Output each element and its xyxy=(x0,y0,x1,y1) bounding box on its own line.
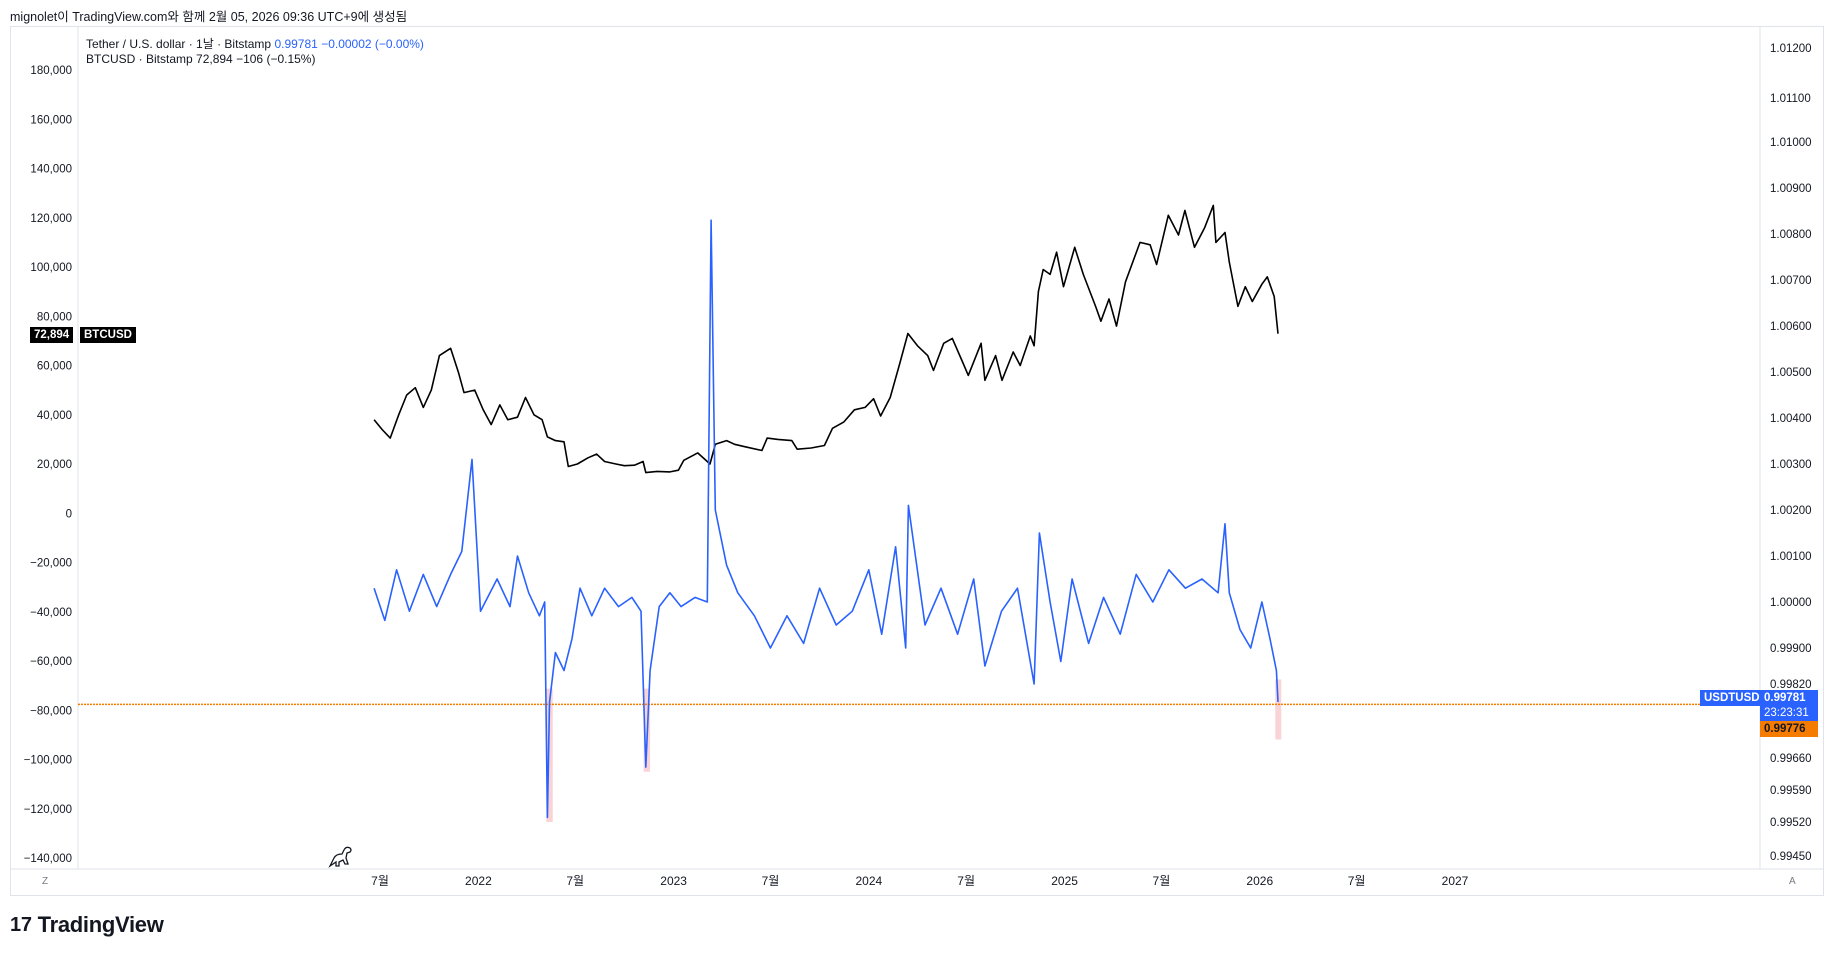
legend-btc[interactable]: BTCUSD · Bitstamp 72,894 −106 (−0.15%) xyxy=(86,52,315,66)
left-tick-label: 80,000 xyxy=(37,311,72,323)
left-tick-label: −20,000 xyxy=(30,558,72,570)
left-tick-label: 140,000 xyxy=(30,164,72,176)
left-tick-label: 180,000 xyxy=(30,65,72,77)
tradingview-logo-icon: 17 xyxy=(10,913,32,936)
left-tick-label: −120,000 xyxy=(24,804,72,816)
series-line-btcusd xyxy=(373,204,1279,474)
x-tick-label: 2024 xyxy=(855,874,882,888)
legend-usdt[interactable]: Tether / U.S. dollar · 1날 · Bitstamp 0.9… xyxy=(86,35,424,52)
auto-scale-a-button[interactable]: A xyxy=(1789,876,1796,887)
left-tick-label: 160,000 xyxy=(30,114,72,126)
time-axis: 7월 2022 7월 2023 7월 2024 7월 2025 7월 2026 7월 2027 xyxy=(371,874,1469,888)
x-tick-label: 7월 xyxy=(957,874,975,888)
x-tick-label: 2027 xyxy=(1442,874,1469,888)
x-tick-label: 7월 xyxy=(1348,874,1366,888)
left-tick-label: 40,000 xyxy=(37,410,72,422)
left-tick-label: 0 xyxy=(66,508,72,520)
x-tick-label: 7월 xyxy=(762,874,780,888)
right-tick-label: 1.01100 xyxy=(1770,93,1811,105)
series-lines xyxy=(373,204,1279,819)
left-tick-label: −140,000 xyxy=(24,853,72,865)
right-tick-label: 0.99590 xyxy=(1770,785,1812,797)
right-tick-label: 0.99520 xyxy=(1770,817,1812,829)
x-tick-label: 2022 xyxy=(465,874,492,888)
x-tick-label: 7월 xyxy=(371,874,389,888)
right-tick-label: 0.99660 xyxy=(1770,753,1812,765)
legend-usdt-name: Tether / U.S. dollar · 1날 · Bitstamp xyxy=(86,37,272,51)
right-tick-label: 1.00700 xyxy=(1770,275,1812,287)
legend-usdt-value: 0.99781 xyxy=(274,37,318,51)
left-tick-label: 100,000 xyxy=(30,262,72,274)
legend-btc-name: BTCUSD · Bitstamp xyxy=(86,52,193,66)
right-tick-label: 1.00000 xyxy=(1770,597,1812,609)
left-tick-label: −100,000 xyxy=(24,755,72,767)
legend-btc-change: −106 (−0.15%) xyxy=(236,52,316,66)
x-tick-label: 2026 xyxy=(1246,874,1273,888)
left-tick-label: 60,000 xyxy=(37,361,72,373)
btc-symbol-badge: BTCUSD xyxy=(80,327,136,343)
usdt-price-badge: 0.99781 xyxy=(1760,690,1818,706)
legend-btc-value: 72,894 xyxy=(196,52,233,66)
right-tick-label: 0.99900 xyxy=(1770,643,1812,655)
x-tick-label: 7월 xyxy=(1153,874,1171,888)
right-tick-label: 1.00400 xyxy=(1770,413,1812,425)
right-tick-label: 1.01000 xyxy=(1770,137,1812,149)
right-tick-label: 1.00800 xyxy=(1770,229,1812,241)
x-tick-label: 7월 xyxy=(566,874,584,888)
btc-price-badge: 72,894 xyxy=(30,327,74,343)
highlight-box xyxy=(1275,679,1282,740)
legend-usdt-change: −0.00002 (−0.00%) xyxy=(321,37,424,51)
usdt-symbol-badge: USDTUSD xyxy=(1700,690,1764,706)
left-tick-label: 20,000 xyxy=(37,459,72,471)
right-tick-label: 1.00100 xyxy=(1770,551,1812,563)
usdt-countdown-badge: 23:23:31 xyxy=(1760,705,1818,721)
left-tick-label: −40,000 xyxy=(30,607,72,619)
right-tick-label: 1.00900 xyxy=(1770,183,1812,195)
x-tick-label: 2023 xyxy=(660,874,687,888)
chart-frame xyxy=(10,26,1824,896)
right-tick-label: 1.00200 xyxy=(1770,505,1812,517)
tradingview-brand[interactable]: 17 TradingView xyxy=(10,912,164,938)
x-tick-label: 2025 xyxy=(1051,874,1078,888)
left-tick-label: −60,000 xyxy=(30,656,72,668)
left-tick-label: −80,000 xyxy=(30,705,72,717)
series-line-usdtusd xyxy=(373,219,1279,819)
right-tick-label: 1.00500 xyxy=(1770,367,1812,379)
right-tick-label: 1.01200 xyxy=(1770,43,1812,55)
chart-caption: mignolet이 TradingView.com와 함께 2월 05, 202… xyxy=(10,10,408,24)
right-axis: 1.01200 1.01100 1.01000 1.00900 1.00800 1.007… xyxy=(1770,43,1812,863)
hline-price-badge: 0.99776 xyxy=(1760,721,1818,737)
right-tick-label: 0.99820 xyxy=(1770,679,1812,691)
dinosaur-icon xyxy=(328,846,352,868)
right-tick-label: 1.00600 xyxy=(1770,321,1812,333)
highlight-boxes xyxy=(546,679,1282,822)
right-tick-label: 1.00300 xyxy=(1770,459,1812,471)
left-tick-label: 120,000 xyxy=(30,213,72,225)
highlight-box xyxy=(546,688,553,822)
tradingview-wordmark: TradingView xyxy=(37,912,164,937)
left-axis: 180,000 160,000 140,000 120,000 100,000 80,00… xyxy=(24,65,72,865)
auto-scale-z-button[interactable]: Z xyxy=(42,876,49,887)
right-tick-label: 0.99450 xyxy=(1770,851,1812,863)
